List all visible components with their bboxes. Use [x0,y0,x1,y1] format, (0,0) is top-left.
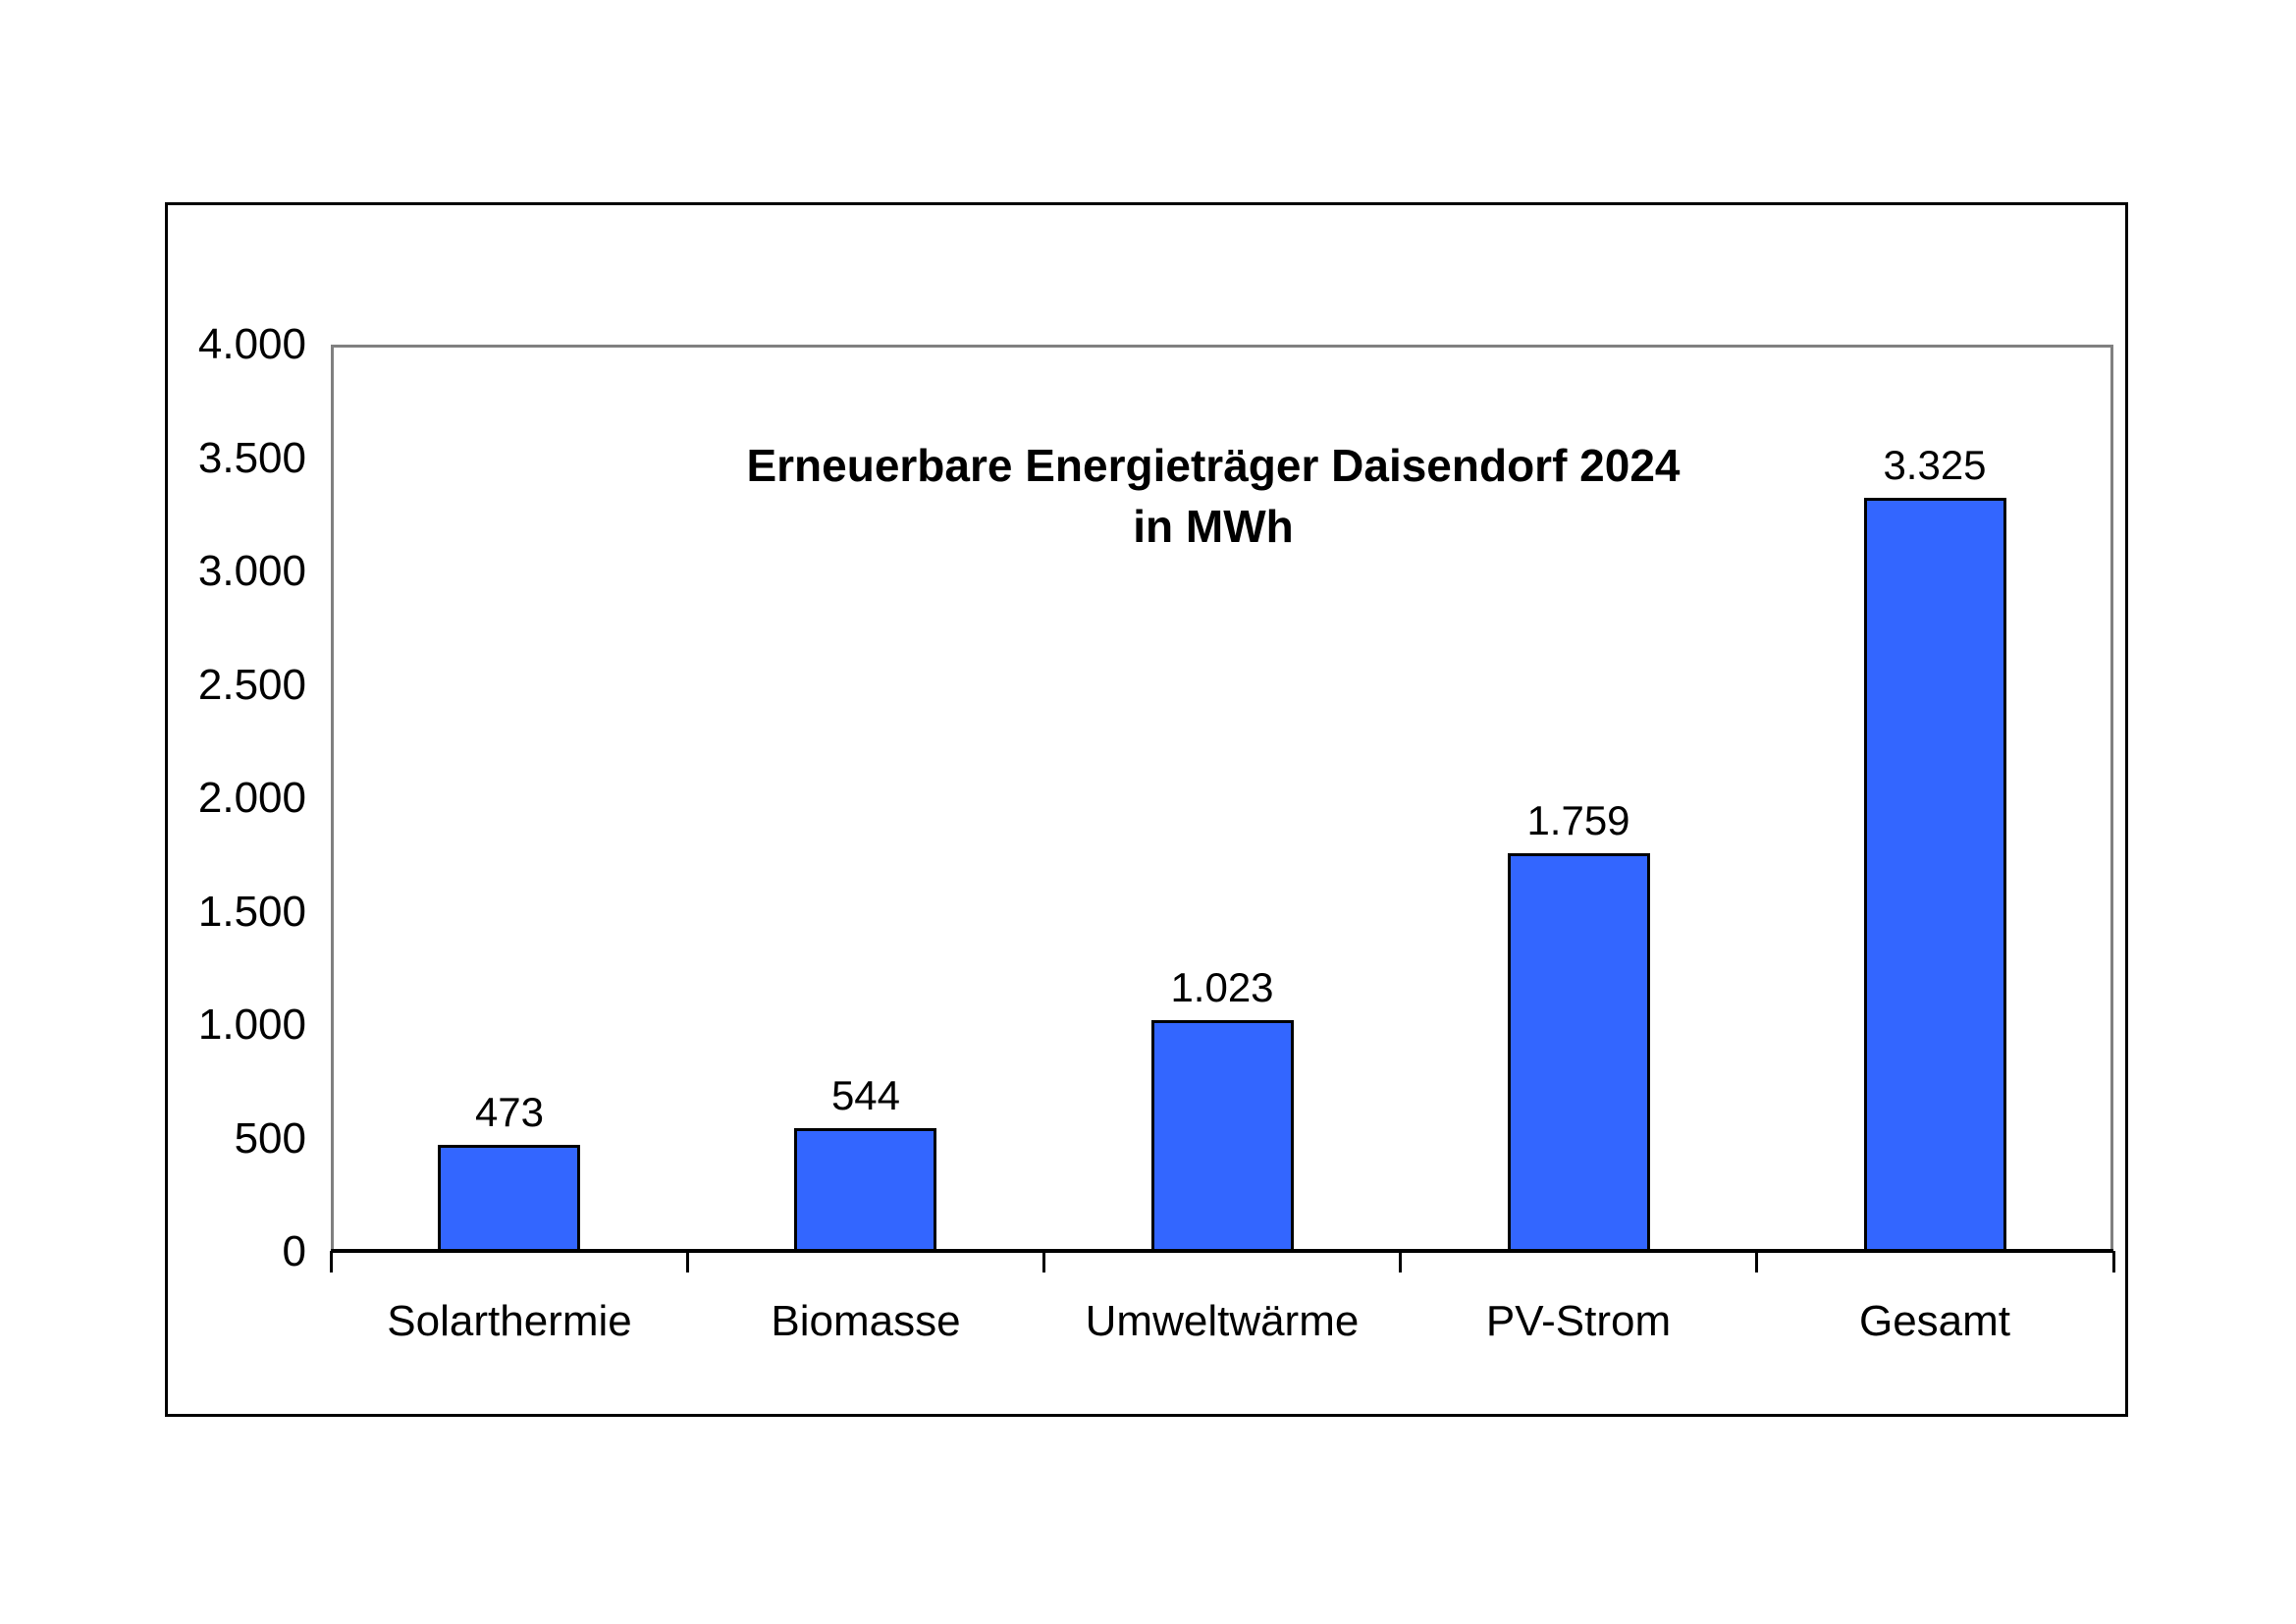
bar-pv-strom [1508,853,1650,1252]
x-category-label-solarthermie: Solarthermie [387,1297,632,1345]
bar-value-label-pv-strom: 1.759 [1526,797,1630,843]
y-tick-label-2000: 2.000 [197,774,306,822]
x-axis-tick [1399,1251,1402,1272]
bar-value-label-biomasse: 544 [830,1072,901,1118]
x-axis-tick [330,1251,333,1272]
x-category-label-pv-strom: PV-Strom [1485,1297,1672,1345]
bar-value-label-umweltwaerme: 1.023 [1170,964,1274,1010]
bar-gesamt [1864,498,2006,1252]
chart-title: Erneuerbare Energieträger Daisendorf 202… [746,440,1681,491]
x-axis-tick [2112,1251,2115,1272]
x-axis-tick [686,1251,689,1272]
y-tick-label-1500: 1.500 [197,888,306,936]
y-tick-label-3500: 3.500 [197,434,306,482]
y-tick-label-3000: 3.000 [197,547,306,595]
x-category-label-biomasse: Biomasse [771,1297,961,1345]
x-axis-line [331,1249,2113,1253]
bar-solarthermie [438,1145,580,1252]
y-tick-label-4000: 4.000 [197,320,306,368]
x-category-label-umweltwaerme: Umweltwärme [1085,1297,1360,1345]
y-tick-label-1000: 1.000 [197,1001,306,1049]
chart-subtitle: in MWh [1133,501,1294,552]
y-tick-label-2500: 2.500 [197,661,306,709]
y-tick-label-0: 0 [282,1227,306,1275]
bar-umweltwaerme [1151,1020,1294,1252]
x-axis-tick [1042,1251,1045,1272]
bar-value-label-gesamt: 3.325 [1883,442,1987,488]
x-axis-tick [1755,1251,1758,1272]
chart-title-block: Erneuerbare Energieträger Daisendorf 202… [502,435,1925,557]
y-tick-label-500: 500 [234,1114,306,1163]
bar-value-label-solarthermie: 473 [474,1089,545,1135]
x-category-label-gesamt: Gesamt [1858,1297,2011,1345]
bar-biomasse [794,1128,936,1252]
